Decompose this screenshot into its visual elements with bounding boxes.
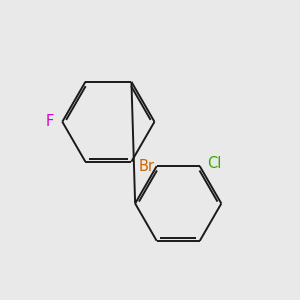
Text: F: F xyxy=(45,114,53,129)
Text: Cl: Cl xyxy=(207,156,222,171)
Text: Br: Br xyxy=(139,159,155,174)
